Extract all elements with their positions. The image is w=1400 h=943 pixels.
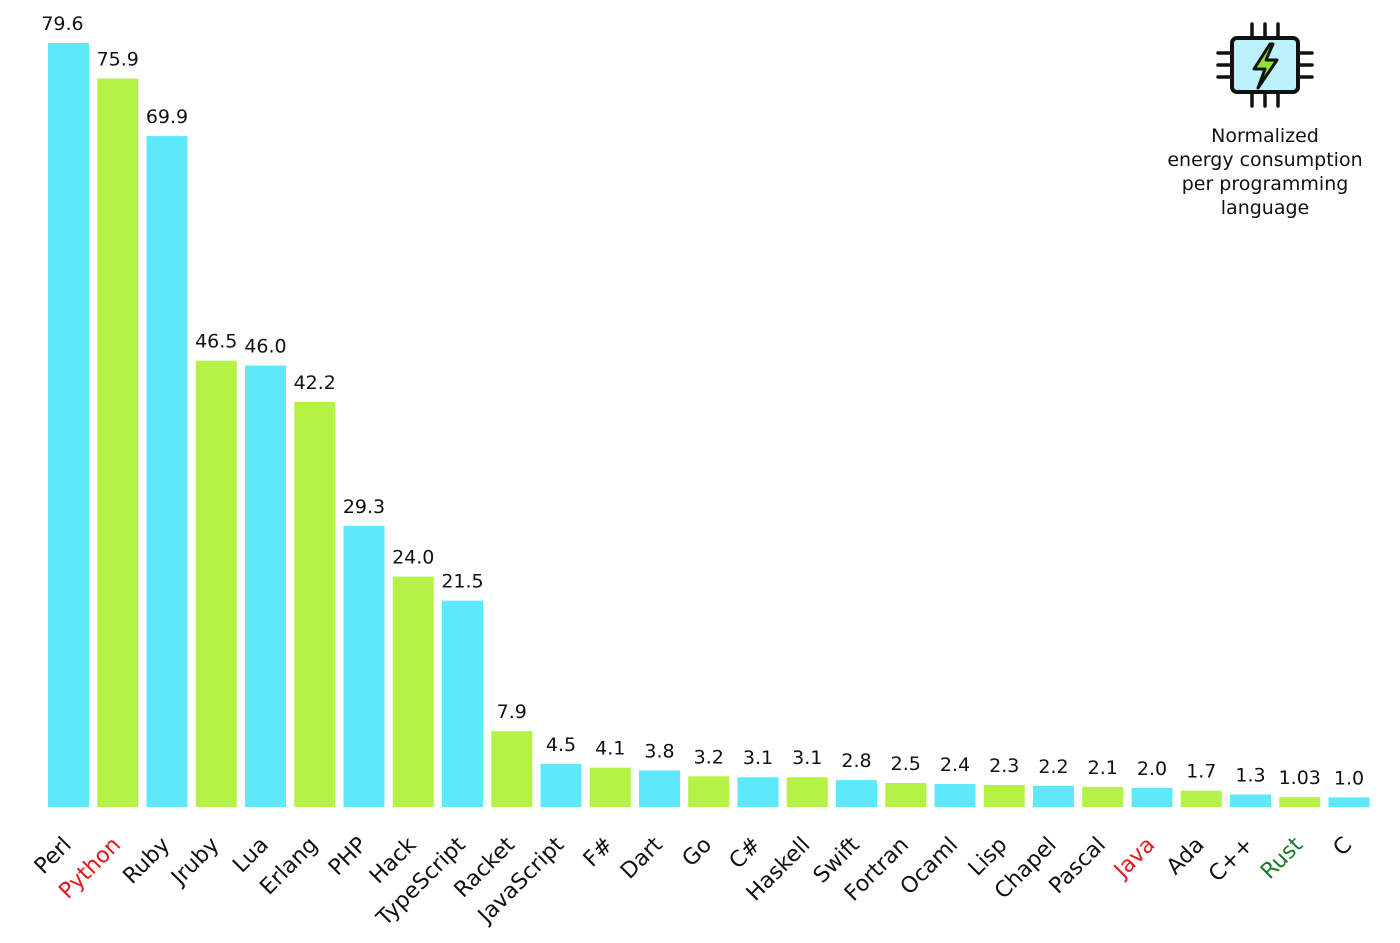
bar-swift: [836, 780, 877, 807]
bar-c: [1328, 797, 1370, 807]
bar-ocaml: [934, 783, 976, 807]
bar-c: [737, 777, 779, 807]
value-label: 2.0: [1137, 758, 1167, 780]
bar-perl: [48, 43, 89, 807]
category-label: C++: [1204, 833, 1259, 888]
bar-python: [97, 78, 139, 807]
bar-jruby: [195, 360, 237, 807]
bar-rust: [1279, 797, 1321, 807]
bar-php: [343, 525, 385, 807]
value-label: 2.5: [891, 753, 921, 775]
value-label: 2.3: [989, 755, 1019, 777]
value-label: 46.5: [195, 331, 237, 353]
value-label: 29.3: [343, 496, 385, 518]
bar-ruby: [146, 136, 188, 807]
bar-javascript: [540, 763, 582, 807]
value-label: 4.5: [546, 734, 576, 756]
bar-lisp: [983, 784, 1025, 807]
legend-text: Normalized energy consumption per progra…: [1167, 125, 1363, 219]
value-label: 75.9: [97, 49, 139, 71]
category-label: F#: [579, 833, 619, 873]
value-label: 21.5: [441, 571, 483, 593]
value-label: 3.8: [644, 741, 674, 763]
category-label: Go: [678, 833, 717, 872]
category-label: Dart: [616, 832, 668, 884]
bar-racket: [491, 731, 533, 807]
bar-typescript: [442, 600, 483, 807]
bar-hack: [392, 576, 434, 807]
bar-dart: [639, 770, 680, 807]
value-label: 24.0: [392, 547, 434, 569]
value-label: 79.6: [41, 13, 83, 35]
bar-haskell: [786, 777, 828, 807]
value-label: 1.7: [1186, 761, 1216, 783]
category-label: Ruby: [119, 833, 176, 890]
bar-chapel: [1033, 785, 1074, 807]
category-label: Rust: [1256, 832, 1308, 884]
value-label: 1.3: [1235, 765, 1265, 787]
value-label: 3.1: [743, 747, 773, 769]
value-label: 46.0: [244, 335, 286, 357]
value-label: 2.4: [940, 754, 970, 776]
category-label: C: [1329, 833, 1358, 862]
value-label: 3.1: [792, 747, 822, 769]
legend: Normalized energy consumption per progra…: [1160, 20, 1370, 220]
chip-lightning-icon: [1216, 22, 1314, 108]
category-label: C#: [725, 833, 767, 875]
bar-go: [688, 776, 730, 807]
bar-java: [1131, 787, 1173, 807]
category-label: PHP: [324, 833, 372, 881]
value-label: 4.1: [595, 738, 625, 760]
bar-fortran: [885, 783, 927, 807]
bar-c: [1230, 794, 1271, 807]
bar-ada: [1180, 790, 1222, 807]
value-label: 69.9: [146, 106, 188, 128]
value-label: 3.2: [694, 746, 724, 768]
value-label: 2.2: [1038, 756, 1068, 778]
category-label: Ada: [1162, 833, 1209, 880]
value-label: 42.2: [294, 372, 336, 394]
value-label: 2.8: [841, 750, 871, 772]
bar-erlang: [294, 401, 336, 807]
bar-pascal: [1082, 786, 1124, 807]
value-label: 1.03: [1279, 767, 1321, 789]
value-label: 1.0: [1334, 767, 1364, 789]
value-label: 2.1: [1088, 757, 1118, 779]
category-label: Pascal: [1045, 833, 1111, 899]
bar-f: [589, 767, 631, 807]
category-label: Jruby: [165, 833, 224, 892]
bar-lua: [245, 365, 286, 807]
value-label: 7.9: [497, 701, 527, 723]
category-label: Java: [1108, 833, 1160, 885]
